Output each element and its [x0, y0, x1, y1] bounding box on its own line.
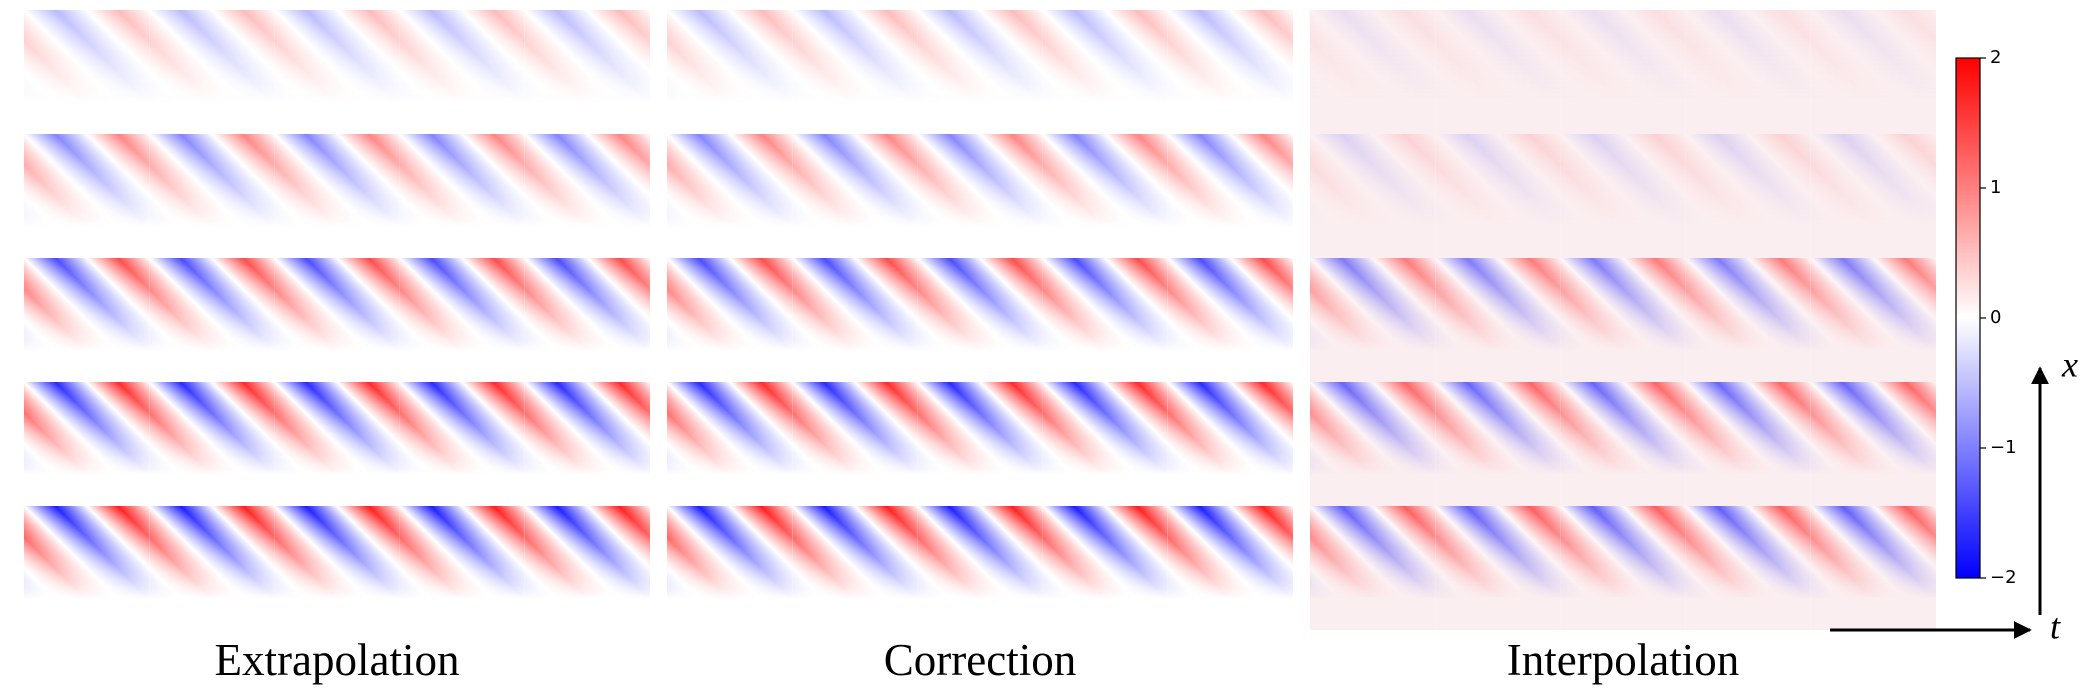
heatmap-tile — [1810, 134, 1936, 258]
heatmap-tile — [1167, 258, 1293, 382]
colorbar-tick-label: 2 — [1990, 47, 2001, 68]
heatmap-tile — [1310, 258, 1436, 382]
heatmap-tile — [24, 506, 150, 630]
heatmap-tile — [24, 10, 150, 134]
heatmap-tile — [1560, 506, 1686, 630]
panel-label: Correction — [884, 635, 1076, 685]
heatmap-tile — [1810, 10, 1936, 134]
heatmap-tile — [917, 382, 1043, 506]
heatmap-tile — [1685, 382, 1811, 506]
heatmap-tile — [1685, 258, 1811, 382]
heatmap-tile — [274, 258, 400, 382]
heatmap-tile — [1042, 258, 1168, 382]
heatmap-panels — [24, 10, 1936, 630]
t-axis-label: t — [2050, 606, 2061, 646]
heatmap-tile — [149, 258, 275, 382]
heatmap-tile — [1810, 258, 1936, 382]
heatmap-tile — [1560, 258, 1686, 382]
heatmap-tile — [1167, 382, 1293, 506]
heatmap-tile — [149, 506, 275, 630]
heatmap-tile — [399, 382, 525, 506]
colorbar-tick-label: −2 — [1990, 567, 2017, 588]
heatmap-tile — [1560, 382, 1686, 506]
heatmap-tile — [1685, 134, 1811, 258]
heatmap-tile — [1685, 506, 1811, 630]
heatmap-tile — [1435, 10, 1561, 134]
heatmap-tile — [792, 258, 918, 382]
heatmap-tile — [667, 258, 793, 382]
heatmap-tile — [917, 10, 1043, 134]
heatmap-tile — [524, 258, 650, 382]
heatmap-tile — [149, 10, 275, 134]
heatmap-tile — [1435, 506, 1561, 630]
heatmap-tile — [149, 382, 275, 506]
heatmap-tile — [1435, 134, 1561, 258]
heatmap-tile — [524, 506, 650, 630]
heatmap-tile — [1685, 10, 1811, 134]
heatmap-tile — [274, 134, 400, 258]
heatmap-tile — [1310, 382, 1436, 506]
heatmap-tile — [524, 134, 650, 258]
heatmap-tile — [1310, 506, 1436, 630]
colorbar-tick-label: 0 — [1990, 307, 2001, 328]
heatmap-tile — [24, 258, 150, 382]
heatmap-tile — [524, 10, 650, 134]
heatmap-tile — [1167, 10, 1293, 134]
heatmap-tile — [667, 382, 793, 506]
heatmap-tile — [792, 10, 918, 134]
heatmap-tile — [792, 382, 918, 506]
heatmap-tile — [1560, 10, 1686, 134]
panel-label: Interpolation — [1507, 635, 1739, 685]
heatmap-tile — [1560, 134, 1686, 258]
heatmap-tile — [399, 506, 525, 630]
heatmap-tile — [274, 10, 400, 134]
heatmap-tile — [149, 134, 275, 258]
heatmap-tile — [1042, 10, 1168, 134]
heatmap-tile — [667, 134, 793, 258]
heatmap-tile — [1310, 134, 1436, 258]
heatmap-tile — [24, 382, 150, 506]
heatmap-tile — [1042, 506, 1168, 630]
colorbar-tick-label: 1 — [1990, 177, 2001, 198]
heatmap-tile — [1042, 382, 1168, 506]
heatmap-tile — [1042, 134, 1168, 258]
heatmap-tile — [1810, 382, 1936, 506]
heatmap-tile — [1167, 506, 1293, 630]
heatmap-tile — [24, 134, 150, 258]
heatmap-tile — [1310, 10, 1436, 134]
heatmap-tile — [399, 134, 525, 258]
heatmap-tile — [917, 134, 1043, 258]
colorbar-tick-label: −1 — [1990, 437, 2017, 458]
heatmap-tile — [274, 506, 400, 630]
heatmap-tile — [1810, 506, 1936, 630]
heatmap-tile — [667, 506, 793, 630]
heatmap-tile — [524, 382, 650, 506]
x-axis-label: x — [2061, 344, 2078, 384]
heatmap-tile — [1435, 382, 1561, 506]
panel-label: Extrapolation — [215, 635, 460, 685]
heatmap-tile — [792, 506, 918, 630]
heatmap-tile — [917, 258, 1043, 382]
heatmap-tile — [399, 10, 525, 134]
heatmap-tile — [274, 382, 400, 506]
heatmap-tile — [667, 10, 793, 134]
heatmap-tile — [792, 134, 918, 258]
colorbar — [1955, 57, 1981, 579]
heatmap-tile — [1435, 258, 1561, 382]
heatmap-tile — [917, 506, 1043, 630]
heatmap-tile — [1167, 134, 1293, 258]
heatmap-tile — [399, 258, 525, 382]
